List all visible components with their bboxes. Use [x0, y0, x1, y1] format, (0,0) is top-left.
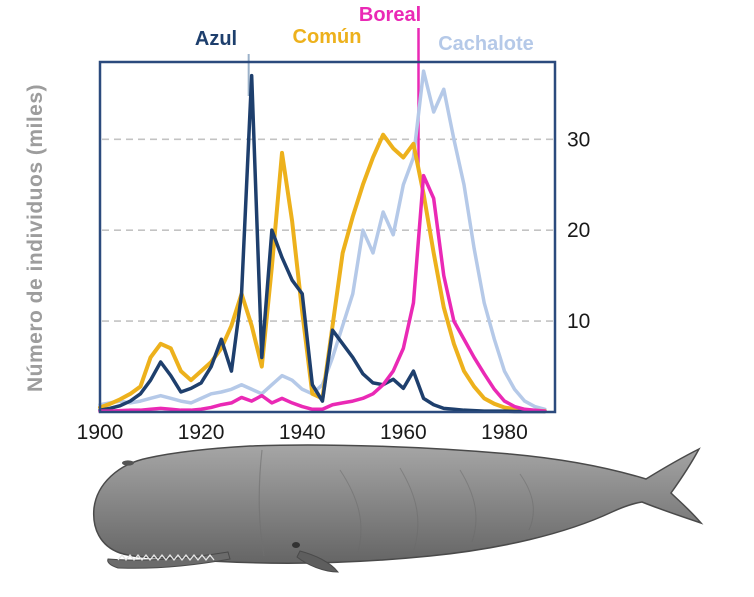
x-tick-label: 1940 [279, 421, 326, 444]
legend-label-azul: Azul [194, 28, 238, 50]
legend-label-comun: Común [292, 26, 362, 48]
whale-jaw [107, 551, 231, 569]
whale-blowhole [122, 460, 134, 466]
whale-eye [292, 542, 300, 548]
whale-flipper [296, 550, 340, 573]
x-tick-label: 1900 [77, 421, 124, 444]
x-tick-label: 1980 [481, 421, 528, 444]
x-tick-label: 1920 [178, 421, 225, 444]
y-tick-label: 10 [567, 310, 590, 333]
series-line-azul [98, 73, 547, 414]
plot-border [98, 60, 557, 414]
series-line-boreal [98, 173, 547, 413]
whale-skin-wrinkle [339, 467, 534, 553]
legend-label-cachalote: Cachalote [438, 33, 534, 55]
x-tick-label: 1960 [380, 421, 427, 444]
whale-body [92, 444, 704, 564]
legend-label-boreal: Boreal [358, 4, 422, 26]
y-tick-label: 20 [567, 219, 590, 242]
whale-head-crease [258, 449, 265, 557]
y-tick-label: 30 [567, 128, 590, 151]
whale-teeth [117, 553, 215, 562]
